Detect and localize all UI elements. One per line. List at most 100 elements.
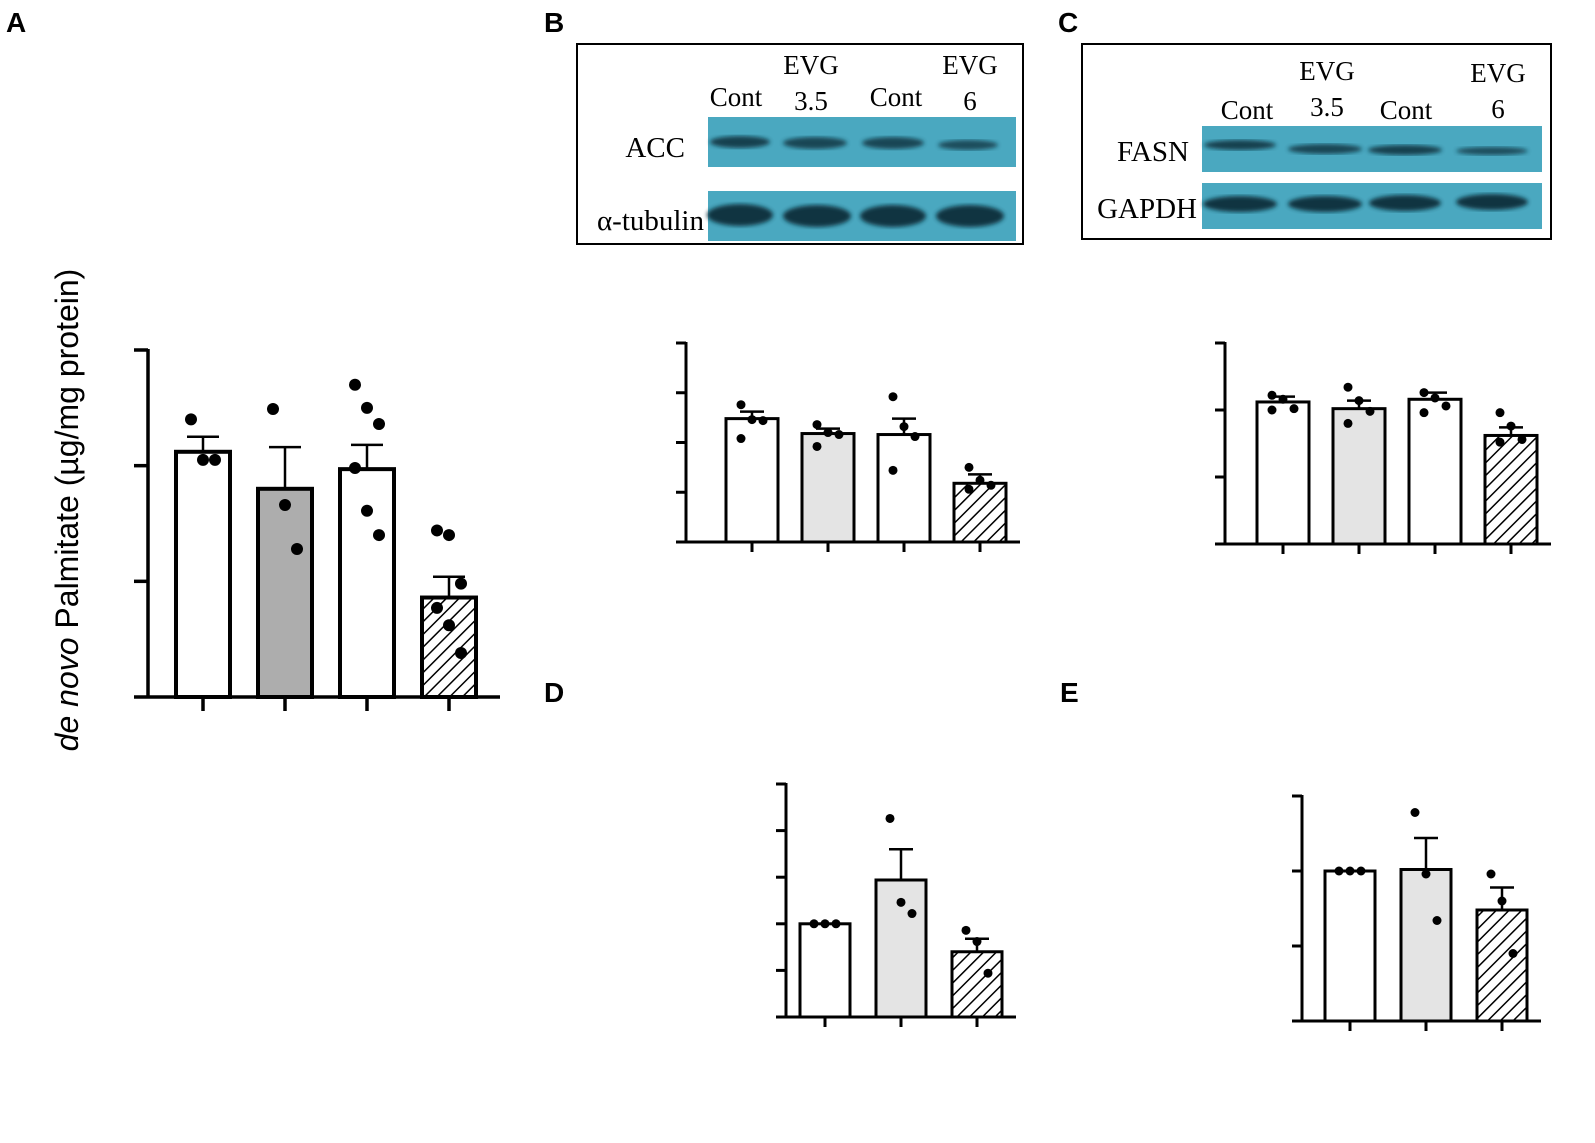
blot-band-r2-l3: [860, 205, 926, 227]
data-point: [1506, 421, 1516, 431]
panel-letter-a: A: [6, 7, 26, 38]
data-point: [907, 909, 917, 919]
data-point: [373, 529, 385, 542]
bar: [724, 417, 780, 544]
data-point: [1267, 405, 1277, 415]
panel-letter-b: B: [544, 7, 564, 38]
data-point: [443, 529, 455, 542]
chart-b-acc-immunoreactivity: [676, 341, 1020, 552]
data-point: [812, 420, 822, 430]
blot-c-row-fasn: FASN: [1117, 136, 1189, 168]
blot-c-lane-3-line2: Cont: [1380, 95, 1433, 125]
data-point: [1430, 393, 1440, 403]
blot-b-row-acc: ACC: [625, 132, 685, 164]
bar: [800, 432, 856, 544]
data-point: [455, 647, 467, 660]
data-point: [197, 453, 209, 466]
data-point: [1421, 869, 1431, 879]
data-point: [185, 413, 197, 426]
data-point: [443, 619, 455, 632]
data-point: [373, 418, 385, 431]
panel-letter-e: E: [1060, 677, 1079, 708]
data-point: [209, 453, 221, 466]
blot-b-row-tubulin: α-tubulin: [597, 205, 705, 237]
data-point: [896, 897, 906, 907]
data-point: [1517, 434, 1527, 444]
data-point: [1495, 408, 1505, 418]
blot-band-r2-l4: [1456, 194, 1528, 210]
data-point: [758, 416, 768, 426]
blot-b-lane-3-line2: Cont: [870, 82, 923, 112]
panel-letter-c: C: [1058, 7, 1078, 38]
data-point: [736, 400, 746, 410]
data-point: [834, 430, 844, 440]
blot-b-lane-4-line2: 6: [963, 86, 977, 116]
data-point: [361, 401, 373, 414]
data-point: [888, 392, 898, 402]
data-point: [975, 475, 985, 485]
blot-c-lane-4-line2: 6: [1491, 94, 1505, 124]
data-point: [349, 461, 361, 474]
blot-b-lane-2-line1: EVG: [783, 50, 839, 80]
panel-letter-d: D: [544, 677, 564, 708]
blot-band-r2-l2: [1288, 196, 1362, 212]
blot-c-row-gapdh: GAPDH: [1097, 193, 1197, 225]
data-point: [812, 441, 822, 451]
blot-band-r1-l3: [862, 137, 924, 149]
blot-b-lane-2-line2: 3.5: [794, 86, 828, 116]
bar: [420, 595, 478, 700]
bar: [1255, 400, 1311, 546]
y-axis-label: de novo Palmitate (µg/mg protein): [49, 269, 85, 752]
blot-band-r1-l2: [1288, 144, 1362, 154]
data-point: [1486, 869, 1496, 879]
data-point: [823, 428, 833, 438]
blot-c-lane-1-line2: Cont: [1221, 95, 1274, 125]
data-point: [888, 465, 898, 475]
data-point: [291, 542, 303, 555]
blot-c-lane-4-line1: EVG: [1470, 58, 1526, 88]
western-blot-c: Cont EVG 3.5 Cont EVG 6 FASN GAPDH: [1081, 43, 1552, 240]
blot-c-bands: [1203, 140, 1528, 212]
bar: [338, 467, 396, 699]
blot-band-r2-l1: [1203, 196, 1277, 212]
data-point: [1419, 408, 1429, 418]
data-point: [910, 432, 920, 442]
bar: [950, 950, 1004, 1019]
data-point: [1365, 406, 1375, 416]
data-point: [964, 462, 974, 472]
data-point: [885, 813, 895, 823]
blot-band-r2-l3: [1369, 195, 1441, 211]
data-point: [747, 415, 757, 425]
data-point: [1343, 418, 1353, 428]
data-point: [1419, 388, 1429, 398]
data-point: [1278, 394, 1288, 404]
data-point: [820, 919, 830, 929]
bar: [1331, 407, 1387, 546]
blot-band-r2-l4: [936, 205, 1004, 227]
data-point: [1356, 866, 1366, 876]
blot-band-r2-l1: [707, 204, 773, 226]
data-point: [267, 402, 279, 415]
y-axis-label-italic: de novo: [49, 637, 85, 751]
blot-band-r2-l2: [783, 205, 851, 227]
chart-c-fasn-immunoreactivity: [1215, 341, 1551, 554]
bar: [256, 486, 314, 699]
data-point: [1343, 382, 1353, 392]
blot-band-r1-l4: [1456, 147, 1528, 155]
bar: [798, 922, 852, 1019]
data-point: [279, 498, 291, 511]
data-point: [361, 504, 373, 517]
data-point: [1497, 896, 1507, 906]
data-point: [349, 378, 361, 391]
data-point: [1345, 866, 1355, 876]
y-axis-label-text: Palmitate (µg/mg protein): [49, 269, 85, 638]
data-point: [961, 925, 971, 935]
data-point: [1289, 404, 1299, 414]
data-point: [431, 524, 443, 537]
data-point: [809, 919, 819, 929]
data-point: [1334, 866, 1344, 876]
data-point: [1267, 390, 1277, 400]
blot-c-lane-2-line1: EVG: [1299, 56, 1355, 86]
data-point: [1410, 808, 1420, 817]
